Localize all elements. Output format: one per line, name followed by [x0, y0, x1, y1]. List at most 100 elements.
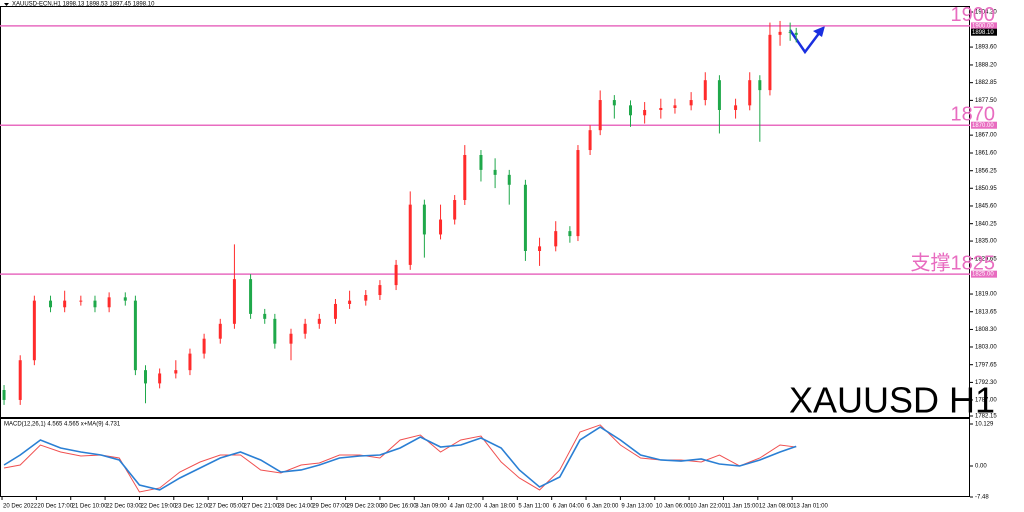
y-tick-label: 1819.00 [975, 292, 997, 298]
x-tick-label: 4 Jan 02:00 [450, 504, 482, 510]
y-tick-label: 1829.65 [975, 256, 997, 262]
x-tick-label: 29 Dec 07:00 [312, 504, 348, 510]
macd-panel [0, 418, 970, 497]
candle-body [2, 390, 6, 400]
y-tick-label: 1882.85 [975, 80, 997, 86]
y-tick-label: 1904.20 [975, 10, 997, 16]
y-tick-label: 1867.00 [975, 133, 997, 139]
candle-body [659, 107, 663, 110]
candle-body [507, 174, 511, 185]
candle-body [49, 300, 53, 308]
candle-body [748, 80, 752, 106]
candle-body [523, 184, 527, 251]
candle-body [778, 31, 782, 35]
forecast-path [788, 29, 821, 55]
candle-body [394, 264, 398, 286]
candle-body [493, 169, 497, 175]
y-tick-label: 1877.50 [975, 98, 997, 104]
candle-body [333, 303, 337, 319]
candle-body [568, 231, 572, 237]
candle-body [273, 318, 277, 344]
y-tick-label: 1792.30 [975, 380, 997, 386]
candle-body [63, 300, 67, 308]
candle-body [794, 32, 798, 35]
x-tick-label: 13 Jan 01:00 [793, 504, 828, 510]
y-tick-label: 1840.25 [975, 221, 997, 227]
candle-body [758, 80, 762, 91]
level-tag: 1825.00 [972, 272, 994, 278]
forecast-arrow [788, 26, 825, 55]
x-tick-label: 5 Jan 11:00 [518, 504, 550, 510]
candle-body [612, 100, 616, 106]
candle-body [107, 297, 111, 308]
x-tick-label: 23 Dec 12:00 [175, 504, 211, 510]
candle-body [439, 219, 443, 235]
candle-body [629, 105, 632, 116]
y-tick-label: 1893.60 [975, 45, 997, 51]
candle-body [576, 150, 580, 237]
x-tick-label: 4 Jan 18:00 [484, 504, 516, 510]
candle-body [188, 353, 192, 371]
level-tag-box [971, 22, 997, 30]
x-tick-label: 6 Jan 04:00 [553, 504, 585, 510]
macd-header: MACD(12,26,1) 4.565 4.565 x+MA(9) 4.731 [4, 422, 121, 428]
candle-body [303, 323, 307, 334]
y-tick-label: 1888.20 [975, 63, 997, 69]
candle-body [18, 360, 22, 400]
y-tick-label: 0.00 [975, 464, 987, 470]
x-tick-label: 30 Dec 16:00 [381, 504, 417, 510]
candle-body [598, 100, 602, 131]
candle-body [93, 300, 97, 308]
candle-body [734, 105, 738, 110]
candle-body [348, 300, 352, 304]
x-tick-label: 6 Jan 20:00 [587, 504, 619, 510]
symbol-header: XAUUSD-ECN,H1 1898.13 1898.53 1897.45 18… [12, 2, 155, 8]
y-tick-label: 1797.65 [975, 362, 997, 368]
y-tick-label: 1835.00 [975, 239, 997, 245]
candle-body [249, 279, 253, 314]
candle-body [689, 100, 693, 106]
y-tick-label: 1813.65 [975, 309, 997, 315]
candle-body [202, 338, 206, 354]
x-tick-label: 21 Dec 10:00 [72, 504, 108, 510]
candle-body [317, 318, 321, 324]
candle-body [588, 130, 592, 151]
candle-body [263, 313, 267, 319]
level-label: 1900 [951, 4, 996, 26]
menu-icon [4, 3, 9, 6]
x-tick-label: 27 Dec 21:00 [244, 504, 280, 510]
x-tick-label: 22 Dec 19:00 [140, 504, 176, 510]
candle-body [123, 297, 127, 301]
candle-body [538, 246, 542, 251]
candle-body [174, 370, 178, 374]
current-price: 1898.10 [972, 30, 994, 36]
level-tag: 1900.00 [972, 23, 994, 29]
x-tick-label: 3 Jan 09:00 [415, 504, 447, 510]
x-tick-label: 20 Dec 17:00 [37, 504, 73, 510]
level-tag: 1870.00 [972, 123, 994, 129]
candle-body [232, 279, 236, 324]
candle-body [554, 231, 558, 247]
x-tick-label: 20 Dec 2022 [3, 504, 38, 510]
candle-body [218, 323, 222, 339]
x-tick-label: 10 Jan 22:00 [690, 504, 725, 510]
x-tick-label: 11 Jan 15:00 [724, 504, 759, 510]
level-tag-box [971, 270, 997, 278]
y-tick-label: 1782.15 [975, 414, 997, 420]
price-panel [0, 6, 970, 418]
y-tick-label: 10.129 [975, 422, 994, 428]
candle-body [408, 204, 412, 265]
arrow-head [813, 26, 825, 37]
level-label: 支撑1825 [911, 251, 996, 274]
x-tick-label: 9 Jan 13:00 [621, 504, 653, 510]
y-tick-label: -7.48 [975, 495, 989, 501]
candle-body [717, 80, 721, 110]
candle-body [703, 80, 707, 101]
candle-body [378, 285, 382, 296]
candle-body [479, 154, 483, 170]
y-tick-label: 1856.25 [975, 168, 997, 174]
candle-body [643, 109, 647, 116]
candle-body [133, 300, 137, 371]
